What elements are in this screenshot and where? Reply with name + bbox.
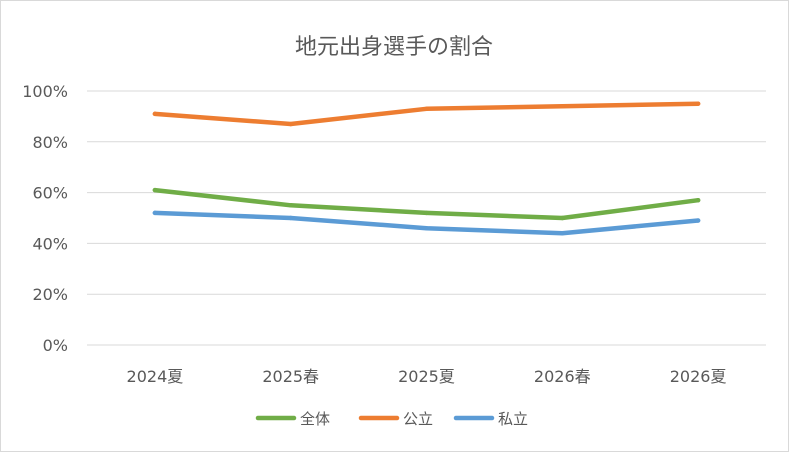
legend-label: 私立 [498, 410, 528, 428]
series-lines [152, 101, 701, 236]
x-tick-label: 2026春 [534, 367, 591, 386]
y-tick-label: 20% [32, 285, 68, 304]
data-point [424, 210, 429, 216]
y-axis-ticks: 0% 20% 40% 60% 80% 100% [22, 82, 68, 355]
legend-label: 全体 [300, 410, 330, 428]
legend-label: 公立 [403, 410, 433, 428]
x-tick-label: 2025夏 [398, 367, 455, 386]
y-tick-label: 60% [32, 184, 68, 203]
data-point [560, 231, 565, 236]
data-point [152, 111, 158, 117]
data-point [695, 218, 701, 223]
y-tick-label: 100% [22, 82, 68, 101]
y-tick-label: 0% [43, 336, 68, 355]
x-axis-ticks: 2024夏 2025春 2025夏 2026春 2026夏 [127, 367, 727, 386]
data-point [424, 225, 429, 231]
legend: 全体 公立 私立 [255, 410, 528, 428]
data-point [152, 187, 158, 193]
data-point [695, 198, 701, 203]
data-point [424, 106, 429, 111]
chart-title: 地元出身選手の割合 [295, 35, 493, 60]
data-point [152, 210, 158, 216]
data-point [695, 101, 701, 106]
data-point [288, 121, 293, 127]
data-point [288, 203, 293, 208]
data-point [560, 104, 565, 109]
y-tick-label: 40% [32, 234, 68, 253]
data-point [288, 215, 293, 221]
x-tick-label: 2025春 [262, 367, 319, 386]
x-tick-label: 2024夏 [127, 367, 184, 386]
gridlines [87, 90, 766, 346]
data-point [560, 215, 565, 221]
y-tick-label: 80% [32, 133, 68, 152]
x-tick-label: 2026夏 [670, 367, 727, 386]
